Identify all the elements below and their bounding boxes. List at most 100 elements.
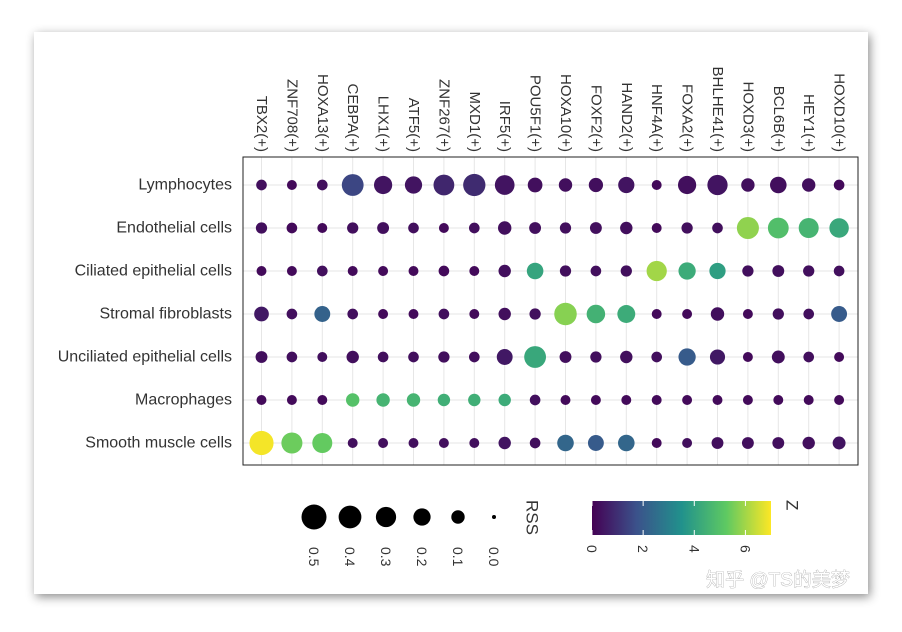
bubble-point xyxy=(682,438,693,448)
bubble-point xyxy=(834,395,845,405)
bubble-point xyxy=(587,435,604,451)
bubble-point xyxy=(651,223,662,233)
column-label: HOXD3(+) xyxy=(739,82,756,152)
bubble-point xyxy=(651,351,663,363)
bubble-point xyxy=(529,437,541,449)
bubble-point xyxy=(559,351,572,363)
bubble-point xyxy=(829,218,849,238)
size-legend-title: RSS xyxy=(523,500,542,535)
bubble-point xyxy=(832,436,846,450)
size-legend-key xyxy=(338,505,362,529)
size-legend-label: 0.5 xyxy=(306,547,322,567)
bubble-point xyxy=(314,306,331,322)
bubble-point xyxy=(468,222,480,234)
bubble-point xyxy=(378,309,389,319)
bubble-point xyxy=(347,438,358,448)
bubble-point xyxy=(742,395,753,405)
bubble-point xyxy=(312,433,333,453)
bubble-point xyxy=(437,393,451,407)
bubble-point xyxy=(586,304,606,324)
bubble-point xyxy=(620,350,633,364)
bubble-point xyxy=(709,349,726,365)
column-label: CEBPA(+) xyxy=(344,84,361,153)
row-label: Ciliated epithelial cells xyxy=(75,263,232,280)
bubble-point xyxy=(408,266,419,276)
bubble-point xyxy=(678,348,696,366)
bubble-point xyxy=(772,265,785,277)
bubble-point xyxy=(377,351,389,363)
bubble-point xyxy=(438,308,450,320)
column-label: LHX1(+) xyxy=(375,96,392,152)
bubble-point xyxy=(377,222,390,234)
bubble-point xyxy=(498,393,511,407)
bubble-point xyxy=(767,217,789,239)
color-legend-label: 4 xyxy=(686,545,702,553)
bubble-point xyxy=(527,177,543,193)
bubble-point xyxy=(651,309,662,319)
bubble-point xyxy=(469,309,480,319)
size-legend-label: 0.4 xyxy=(342,547,358,567)
bubble-point xyxy=(803,308,815,320)
bubble-point xyxy=(286,351,298,363)
bubble-point xyxy=(256,266,267,276)
color-legend-label: 2 xyxy=(635,545,651,553)
bubble-point xyxy=(286,308,298,320)
bubble-point xyxy=(316,265,328,277)
bubble-point xyxy=(408,438,419,448)
bubble-point xyxy=(433,174,455,196)
color-legend-bar xyxy=(592,501,771,535)
bubble-point xyxy=(254,306,269,322)
bubble-point xyxy=(498,436,511,450)
bubble-point xyxy=(341,174,364,196)
column-label: HNF4A(+) xyxy=(648,84,665,152)
bubble-point xyxy=(678,262,696,280)
bubble-point xyxy=(833,265,845,277)
bubble-point xyxy=(560,395,571,405)
row-label: Endothelial cells xyxy=(116,220,232,237)
bubble-point xyxy=(646,260,667,282)
bubble-point xyxy=(802,436,815,450)
bubble-point xyxy=(682,309,693,319)
bubble-point xyxy=(712,222,723,234)
row-label: Lymphocytes xyxy=(138,177,232,194)
size-legend-key xyxy=(413,508,431,526)
bubble-point xyxy=(620,265,632,277)
bubble-point xyxy=(469,266,480,276)
bubble-point xyxy=(378,266,389,276)
bubble-point xyxy=(589,222,602,234)
bubble-point xyxy=(741,178,755,192)
size-legend-label: 0.1 xyxy=(450,547,466,567)
bubble-point xyxy=(408,309,419,319)
column-label: ZNF708(+) xyxy=(283,79,300,152)
bubble-point xyxy=(709,262,726,280)
bubble-point xyxy=(286,222,298,234)
bubble-point xyxy=(558,178,573,192)
bubble-point xyxy=(347,308,359,320)
bubble-point xyxy=(742,352,753,362)
bubble-point xyxy=(406,393,421,407)
column-label: ATF5(+) xyxy=(405,98,422,152)
bubble-point xyxy=(286,180,297,190)
bubble-point xyxy=(559,222,572,234)
bubble-point xyxy=(682,395,693,405)
bubble-point xyxy=(496,349,513,365)
column-label: MXD1(+) xyxy=(466,92,483,152)
color-legend-label: 0 xyxy=(584,545,600,553)
bubble-point xyxy=(256,179,267,191)
bubble-points xyxy=(249,173,849,456)
bubble-point xyxy=(317,352,328,362)
row-label: Stromal fibroblasts xyxy=(100,306,233,323)
bubble-point xyxy=(741,437,754,449)
bubble-point xyxy=(256,395,267,405)
size-legend-label: 0.3 xyxy=(378,547,394,567)
bubble-point xyxy=(524,346,547,368)
bubble-point xyxy=(831,306,848,322)
size-legend-key xyxy=(301,504,327,530)
bubble-point xyxy=(557,434,574,452)
bubble-point xyxy=(618,176,635,194)
column-label: FOXF2(+) xyxy=(587,85,604,152)
bubble-point xyxy=(378,438,389,448)
column-label: FOXA2(+) xyxy=(679,84,696,152)
bubble-point xyxy=(742,309,753,319)
